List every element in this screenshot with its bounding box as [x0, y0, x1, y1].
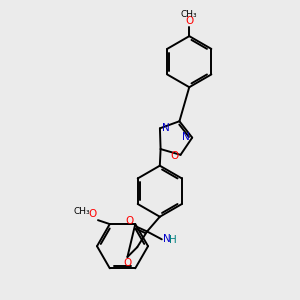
Text: O: O: [89, 209, 97, 219]
Text: N: N: [182, 132, 190, 142]
Text: N: N: [162, 123, 169, 133]
Text: O: O: [170, 151, 178, 161]
Text: O: O: [125, 216, 133, 226]
Text: N: N: [163, 234, 170, 244]
Text: O: O: [123, 258, 132, 268]
Text: CH₃: CH₃: [181, 11, 198, 20]
Text: O: O: [185, 16, 194, 26]
Text: H: H: [169, 235, 176, 245]
Text: CH₃: CH₃: [74, 207, 90, 216]
